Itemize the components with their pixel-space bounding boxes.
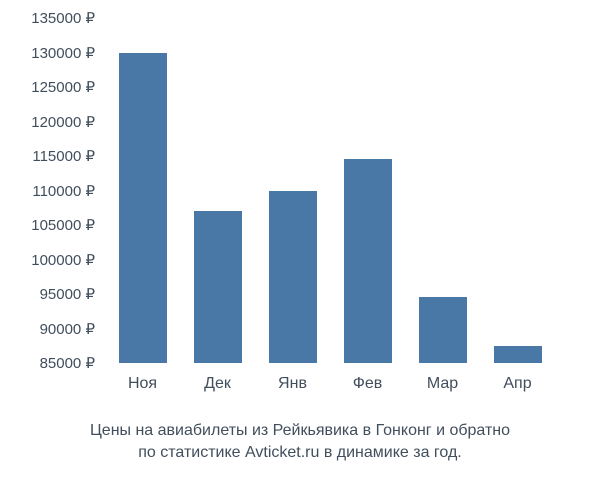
x-tick-label: Ноя [128, 375, 157, 393]
x-tick-label: Дек [204, 375, 231, 393]
y-tick-label: 135000 ₽ [31, 9, 95, 27]
y-tick-label: 90000 ₽ [40, 320, 95, 338]
y-tick-label: 95000 ₽ [40, 285, 95, 303]
bar [194, 211, 242, 363]
bars-area [105, 18, 555, 363]
bar [494, 346, 542, 363]
y-tick-label: 120000 ₽ [31, 113, 95, 131]
x-tick-label: Фев [353, 375, 383, 393]
caption-line-2: по статистике Avticket.ru в динамике за … [0, 442, 600, 464]
price-chart: 85000 ₽ 90000 ₽ 95000 ₽ 100000 ₽ 105000 ₽ 110… [0, 0, 600, 500]
bar [269, 191, 317, 364]
x-axis: Ноя Дек Янв Фев Мар Апр [105, 375, 555, 405]
x-tick-label: Мар [427, 375, 458, 393]
y-tick-label: 100000 ₽ [31, 251, 95, 269]
x-tick-label: Янв [278, 375, 307, 393]
y-axis: 85000 ₽90000 ₽95000 ₽100000 ₽105000 ₽110… [0, 18, 95, 363]
chart-caption: Цены на авиабилеты из Рейкьявика в Гонко… [0, 420, 600, 463]
x-tick-label: Апр [503, 375, 531, 393]
bar [344, 159, 392, 363]
y-tick-label: 85000 ₽ [40, 354, 95, 372]
y-tick-label: 125000 ₽ [31, 78, 95, 96]
caption-line-1: Цены на авиабилеты из Рейкьявика в Гонко… [0, 420, 600, 442]
y-tick-label: 105000 ₽ [31, 216, 95, 234]
bar [419, 297, 467, 363]
y-tick-label: 110000 ₽ [32, 182, 95, 200]
bar [119, 53, 167, 364]
y-tick-label: 130000 ₽ [31, 44, 95, 62]
y-tick-label: 115000 ₽ [32, 147, 95, 165]
